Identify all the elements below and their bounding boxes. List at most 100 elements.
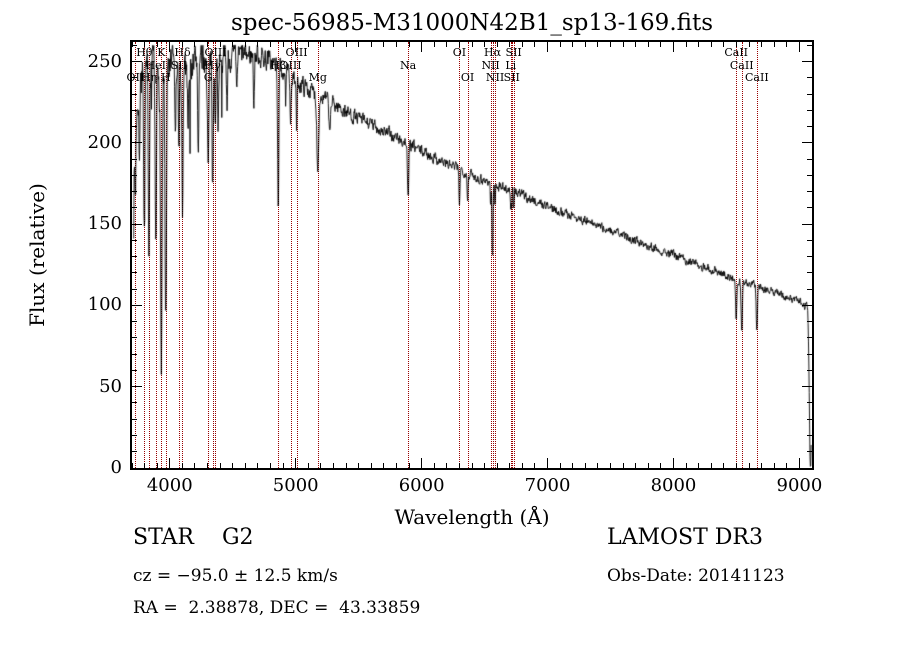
y-tick <box>807 239 812 241</box>
x-tick <box>798 42 800 52</box>
x-tick <box>660 463 662 468</box>
y-tick <box>132 321 137 323</box>
x-tick-label: 5000 <box>272 475 319 496</box>
y-tick-label: 150 <box>87 213 122 235</box>
x-tick <box>698 463 700 468</box>
x-tick <box>270 463 272 468</box>
y-tick <box>132 434 137 436</box>
x-tick <box>181 463 183 468</box>
y-tick <box>132 142 142 144</box>
spectral-line-label: Hβ <box>270 58 287 72</box>
spectral-line-label: SII <box>503 71 520 84</box>
x-tick <box>131 463 133 468</box>
x-tick <box>320 463 322 468</box>
spectral-line-label: SII <box>170 58 187 72</box>
y-tick <box>132 207 137 209</box>
y-tick <box>132 158 137 160</box>
x-tick <box>748 42 750 47</box>
y-tick <box>132 402 137 404</box>
y-tick-label: 50 <box>99 375 122 397</box>
spectral-line-label: CaII <box>724 46 749 59</box>
x-tick <box>484 42 486 47</box>
y-tick <box>807 109 812 111</box>
x-tick <box>433 42 435 47</box>
x-tick <box>295 42 297 52</box>
y-tick <box>807 321 812 323</box>
spectral-line-label: OI <box>452 46 467 59</box>
spectral-line-label: HeI <box>145 58 167 72</box>
x-tick <box>723 42 725 47</box>
x-tick <box>395 463 397 468</box>
x-tick <box>748 463 750 468</box>
y-tick <box>132 451 137 453</box>
y-tick <box>132 288 137 290</box>
y-tick <box>132 61 142 62</box>
y-tick <box>132 337 137 339</box>
x-tick <box>345 463 347 468</box>
x-tick <box>547 42 549 52</box>
y-tick <box>132 126 137 128</box>
x-tick <box>773 42 775 47</box>
class-annotation: STAR G2 <box>133 525 254 550</box>
y-tick <box>802 467 812 469</box>
x-tick <box>383 463 385 468</box>
x-tick <box>534 463 536 468</box>
x-tick <box>358 42 360 47</box>
spectral-line-label: OIII <box>204 46 227 59</box>
y-tick <box>132 93 137 95</box>
x-tick-label: 7000 <box>524 475 571 496</box>
x-tick-label: 4000 <box>146 475 193 496</box>
y-tick <box>132 418 137 420</box>
y-tick-label: 0 <box>110 457 122 478</box>
y-tick <box>802 386 812 388</box>
x-tick <box>358 463 360 468</box>
x-tick <box>710 463 712 468</box>
spectral-line-label: OIII <box>285 46 308 59</box>
y-tick <box>132 174 137 176</box>
x-tick <box>446 42 448 47</box>
x-tick <box>169 458 171 468</box>
x-tick <box>509 42 511 47</box>
x-tick <box>559 42 561 47</box>
x-tick <box>257 42 259 47</box>
spectral-line-label: OII <box>126 71 145 84</box>
x-tick <box>421 458 423 468</box>
x-tick <box>635 463 637 468</box>
spectral-line-label: SII <box>505 46 522 59</box>
x-tick <box>194 463 196 468</box>
y-tick-label: 100 <box>87 294 122 316</box>
x-tick <box>395 42 397 47</box>
y-tick <box>132 223 142 225</box>
x-tick <box>786 42 788 47</box>
y-tick <box>132 239 137 241</box>
spectral-line-label: NII <box>481 58 500 72</box>
y-tick <box>807 434 812 436</box>
spectral-line-label: G <box>203 71 213 84</box>
x-tick <box>635 42 637 47</box>
y-tick <box>132 256 137 258</box>
x-tick <box>219 463 221 468</box>
x-tick-label: 9000 <box>776 475 823 496</box>
x-tick <box>307 42 309 47</box>
spectral-line-label: Li <box>505 58 517 72</box>
spectral-line-label: OI <box>460 71 475 84</box>
x-tick <box>332 463 334 468</box>
spectral-line-label: CaII <box>729 58 754 72</box>
x-tick <box>458 42 460 47</box>
x-tick <box>521 463 523 468</box>
y-tick <box>807 207 812 209</box>
y-tick <box>132 304 142 306</box>
x-tick <box>446 463 448 468</box>
x-tick <box>572 42 574 47</box>
x-tick <box>282 463 284 468</box>
y-tick <box>132 191 137 193</box>
x-tick <box>647 42 649 47</box>
obs-date-annotation: Obs-Date: 20141123 <box>607 566 785 586</box>
x-axis-label: Wavelength (Å) <box>394 505 550 529</box>
x-tick <box>584 42 586 47</box>
spectral-line-label: CaII <box>745 71 769 84</box>
y-tick <box>807 191 812 193</box>
y-tick <box>132 44 137 46</box>
x-tick <box>559 463 561 468</box>
